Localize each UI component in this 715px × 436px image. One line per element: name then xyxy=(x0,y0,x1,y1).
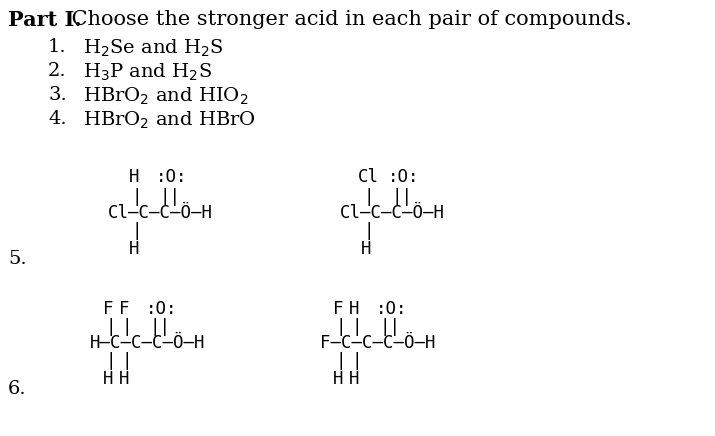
Text: ||: || xyxy=(392,188,413,206)
Text: 1.: 1. xyxy=(48,38,66,56)
Text: H: H xyxy=(103,370,114,388)
Text: |: | xyxy=(352,318,363,336)
Text: 4.: 4. xyxy=(48,110,66,128)
Text: |: | xyxy=(106,318,117,336)
Text: |: | xyxy=(132,188,142,206)
Text: 2.: 2. xyxy=(48,62,66,80)
Text: F: F xyxy=(333,300,343,318)
Text: ||: || xyxy=(380,318,401,336)
Text: |: | xyxy=(352,352,363,370)
Text: :O:: :O: xyxy=(156,168,187,186)
Text: Cl–C–C–Ö–H: Cl–C–C–Ö–H xyxy=(108,204,213,222)
Text: 5.: 5. xyxy=(8,250,26,268)
Text: Cl–C–C–Ö–H: Cl–C–C–Ö–H xyxy=(340,204,445,222)
Text: H: H xyxy=(349,370,360,388)
Text: H$_2$Se and H$_2$S: H$_2$Se and H$_2$S xyxy=(83,38,224,59)
Text: :O:: :O: xyxy=(388,168,420,186)
Text: |: | xyxy=(336,318,347,336)
Text: 3.: 3. xyxy=(48,86,66,104)
Text: F: F xyxy=(119,300,129,318)
Text: Part I.: Part I. xyxy=(8,10,82,30)
Text: H: H xyxy=(361,240,372,258)
Text: :O:: :O: xyxy=(146,300,177,318)
Text: |: | xyxy=(122,352,132,370)
Text: |: | xyxy=(364,188,375,206)
Text: F–C–C–C–Ö–H: F–C–C–C–Ö–H xyxy=(320,334,435,352)
Text: Cl: Cl xyxy=(358,168,379,186)
Text: 6.: 6. xyxy=(8,380,26,398)
Text: H: H xyxy=(129,240,139,258)
Text: HBrO$_2$ and HIO$_2$: HBrO$_2$ and HIO$_2$ xyxy=(83,86,248,107)
Text: H–C–C–C–Ö–H: H–C–C–C–Ö–H xyxy=(90,334,205,352)
Text: H: H xyxy=(333,370,343,388)
Text: |: | xyxy=(106,352,117,370)
Text: ||: || xyxy=(160,188,181,206)
Text: H: H xyxy=(129,168,139,186)
Text: :O:: :O: xyxy=(376,300,408,318)
Text: HBrO$_2$ and HBrO: HBrO$_2$ and HBrO xyxy=(83,110,256,131)
Text: |: | xyxy=(336,352,347,370)
Text: H: H xyxy=(349,300,360,318)
Text: H: H xyxy=(119,370,129,388)
Text: Choose the stronger acid in each pair of compounds.: Choose the stronger acid in each pair of… xyxy=(65,10,632,29)
Text: H$_3$P and H$_2$S: H$_3$P and H$_2$S xyxy=(83,62,212,83)
Text: F: F xyxy=(103,300,114,318)
Text: ||: || xyxy=(150,318,171,336)
Text: |: | xyxy=(364,222,375,240)
Text: |: | xyxy=(122,318,132,336)
Text: |: | xyxy=(132,222,142,240)
